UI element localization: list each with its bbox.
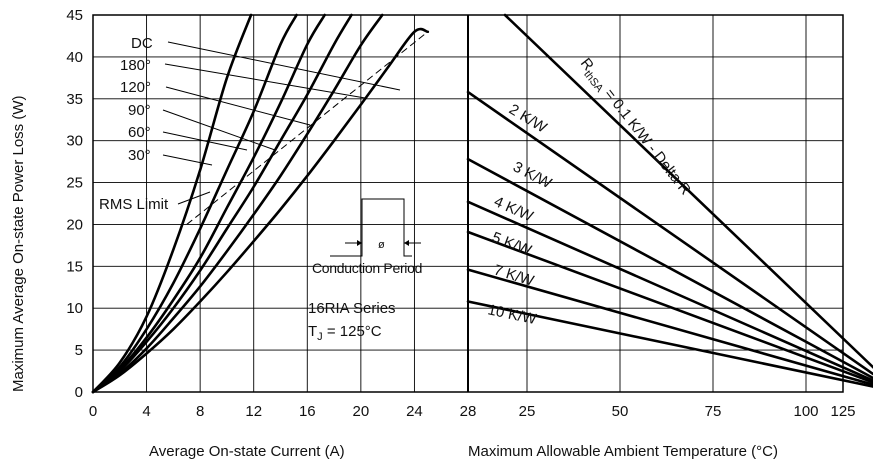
series-label-90: 90°: [128, 102, 151, 119]
rthsa-line: [466, 200, 873, 382]
inset-phi: ø: [378, 239, 385, 251]
rthsa-line: [466, 90, 873, 376]
x-axis-title-left: Average On-state Current (A): [149, 443, 345, 460]
leader-90: [162, 109, 276, 151]
curve-90: [91, 13, 326, 394]
y-tick-label: 45: [66, 7, 83, 24]
rthsa-line: [466, 268, 873, 386]
label-2kw: 2 K/W: [506, 101, 550, 137]
x-tick-label-left: 12: [245, 403, 262, 420]
x-tick-label-right: 28: [460, 403, 477, 420]
label-10kw: 10 K/W: [486, 301, 538, 328]
x-tick-label-left: 0: [89, 403, 97, 420]
y-tick-label: 20: [66, 216, 83, 233]
x-axis-title-right: Maximum Allowable Ambient Temperature (°…: [468, 443, 778, 460]
x-tick-label-left: 24: [406, 403, 423, 420]
label-7kw: 7 K/W: [492, 262, 537, 290]
y-tick-label: 15: [66, 258, 83, 275]
x-tick-label-left: 20: [353, 403, 370, 420]
leader-180: [164, 63, 366, 99]
x-tick-label-left: 16: [299, 403, 316, 420]
rms-limit-label: RMS Limit: [99, 196, 169, 213]
y-tick-label: 40: [66, 49, 83, 66]
x-tick-label-left: 8: [196, 403, 204, 420]
series-label-60: 60°: [128, 124, 151, 141]
leader-60: [162, 131, 248, 151]
series-label-180: 180°: [120, 57, 151, 74]
conduction-period-label: Conduction Period: [312, 260, 422, 276]
annotation-layer: DC 180° 120° 90° 60° 30° RMS Limit ø Con…: [99, 35, 694, 343]
curve-30: [91, 13, 253, 394]
curve-180: [91, 13, 384, 394]
rms-limit-leader: [177, 191, 211, 205]
x-tick-label-right: 50: [612, 403, 629, 420]
y-axis-title: Maximum Average On-state Power Loss (W): [10, 96, 27, 392]
curve-120: [91, 13, 353, 394]
x-tick-label-right: 25: [519, 403, 536, 420]
conduction-period-inset: ø Conduction Period: [312, 198, 422, 276]
y-tick-label: 10: [66, 300, 83, 317]
axis-layer: Maximum Average On-state Power Loss (W) …: [10, 7, 856, 460]
curve-60: [91, 13, 298, 394]
rthsa-line: [466, 230, 873, 384]
y-tick-label: 30: [66, 133, 83, 150]
curve-layer: [91, 13, 873, 394]
rthsa-line: [466, 157, 873, 380]
y-tick-label: 5: [75, 342, 83, 359]
x-tick-label-right: 75: [705, 403, 722, 420]
y-tick-label: 0: [75, 384, 83, 401]
leader-dc: [167, 41, 401, 91]
x-tick-label-right: 100: [793, 403, 818, 420]
x-tick-label-left: 4: [142, 403, 150, 420]
label-3kw: 3 K/W: [510, 158, 555, 192]
label-5kw: 5 K/W: [490, 229, 535, 260]
rthsa-line: [503, 13, 873, 369]
device-series-label: 16RIA Series: [308, 300, 396, 317]
leader-30: [162, 154, 213, 166]
rms-limit-line: [186, 31, 429, 225]
x-tick-label-right: 125: [830, 403, 855, 420]
leader-120: [165, 86, 311, 126]
curve-dc: [91, 27, 430, 394]
y-tick-label: 35: [66, 91, 83, 108]
plot-frame: [92, 14, 844, 393]
y-tick-label: 25: [66, 175, 83, 192]
junction-temp-label: TJ = 125°C: [308, 323, 382, 343]
rthsa-line: [466, 300, 873, 388]
series-label-dc: DC: [131, 35, 153, 52]
series-label-120: 120°: [120, 79, 151, 96]
series-label-30: 30°: [128, 147, 151, 164]
